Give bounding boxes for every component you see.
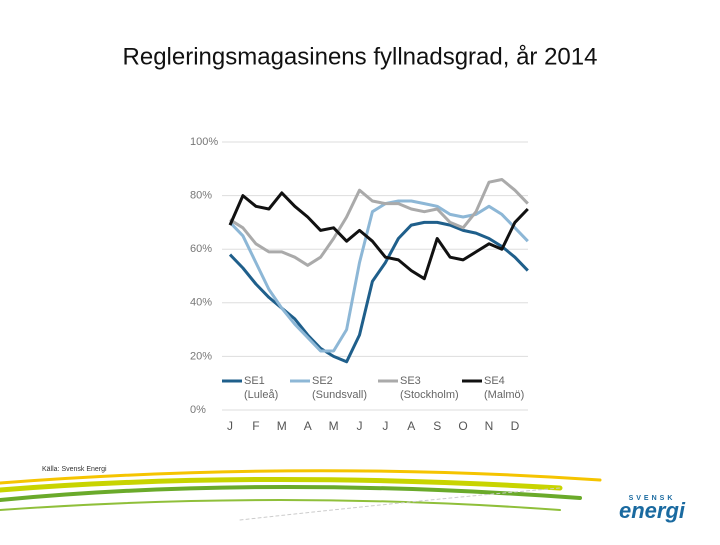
legend-sublabel: (Sundsvall)	[312, 389, 367, 401]
x-tick-label: F	[252, 419, 259, 433]
source: Källa: Svensk Energi	[42, 466, 107, 473]
legend-label: SE4	[484, 375, 505, 387]
x-tick-label: M	[329, 419, 339, 433]
series-line	[229, 178, 529, 267]
legend-sublabel: (Luleå)	[244, 389, 278, 401]
series-line	[228, 220, 529, 364]
x-tick-label: J	[227, 419, 233, 433]
logo-top: SVENSK	[629, 495, 676, 502]
series-line	[228, 199, 529, 353]
x-tick-label: O	[458, 419, 467, 433]
y-tick-label: 60%	[190, 243, 212, 255]
legend-label: SE1	[244, 375, 265, 387]
x-tick-label: J	[382, 419, 388, 433]
slide-title: Regleringsmagasinens fyllnadsgrad, år 20…	[123, 43, 598, 70]
x-tick-label: N	[485, 419, 494, 433]
x-tick-label: A	[407, 419, 415, 433]
y-tick-label: 0%	[190, 404, 206, 416]
x-tick-label: D	[511, 419, 520, 433]
x-tick-label: A	[304, 419, 312, 433]
x-tick-label: M	[277, 419, 287, 433]
chart: 0% 20% 40% 60% 80% 100% J F M A M J J A S O N D SE1 (Luleå)…	[190, 136, 529, 433]
decoration	[0, 469, 602, 521]
y-tick-label: 100%	[190, 136, 218, 148]
x-tick-label: J	[357, 419, 363, 433]
series-line	[228, 191, 529, 281]
legend-sublabel: (Malmö)	[484, 389, 524, 401]
legend-sublabel: (Stockholm)	[400, 389, 459, 401]
logo-main: energi	[619, 498, 686, 523]
y-tick-label: 20%	[190, 350, 212, 362]
x-tick-label: S	[433, 419, 441, 433]
y-tick-label: 40%	[190, 297, 212, 309]
y-tick-label: 80%	[190, 190, 212, 202]
legend-label: SE3	[400, 375, 421, 387]
legend-label: SE2	[312, 375, 333, 387]
